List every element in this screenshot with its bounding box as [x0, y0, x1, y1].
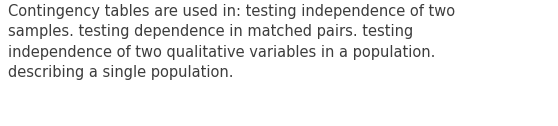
Text: Contingency tables are used in: testing independence of two
samples. testing dep: Contingency tables are used in: testing …: [8, 4, 455, 80]
